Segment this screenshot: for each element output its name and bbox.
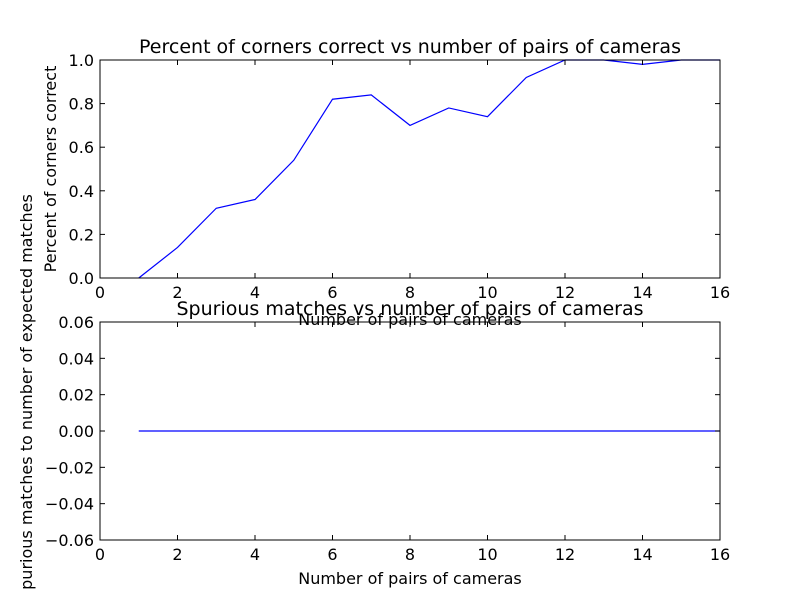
x-tick-label: 14 [632, 545, 652, 564]
x-axis-label: Number of pairs of cameras [298, 310, 522, 329]
y-tick-label: −0.02 [45, 458, 94, 477]
corners-correct-chart: 0 2 4 6 8 10 12 14 16 0.0 0.2 0.4 0.6 0.8 1.0 Percent … [41, 36, 730, 329]
spurious-matches-chart: 0 2 4 6 8 10 12 14 16−0.06−0.04−0.020.000.020.04… [17, 194, 730, 590]
y-tick-label: 0.8 [69, 95, 94, 114]
x-tick-label: 2 [172, 545, 182, 564]
x-tick-label: 10 [477, 283, 497, 302]
x-tick-label: 8 [405, 545, 415, 564]
y-tick-label: 0.4 [69, 182, 94, 201]
x-tick-label: 10 [477, 545, 497, 564]
x-tick-label: 6 [327, 545, 337, 564]
y-axis-label: Percent of corners correct [41, 66, 60, 273]
y-tick-label: −0.04 [45, 495, 94, 514]
y-tick-label: 1.0 [69, 51, 94, 70]
y-tick-label: 0.00 [58, 422, 94, 441]
y-tick-label: 0.06 [58, 313, 94, 332]
x-tick-label: 12 [555, 283, 575, 302]
chart-title: Percent of corners correct vs number of … [139, 36, 681, 58]
y-tick-label: 0.04 [58, 349, 94, 368]
y-tick-label: 0.2 [69, 225, 94, 244]
y-tick-label: 0.02 [58, 386, 94, 405]
x-tick-label: 4 [250, 283, 260, 302]
series-line [138, 59, 720, 279]
y-tick-label: −0.06 [45, 531, 94, 550]
x-tick-label: 16 [710, 283, 730, 302]
x-tick-label: 0 [95, 283, 105, 302]
x-tick-label: 8 [405, 283, 415, 302]
x-tick-label: 0 [95, 545, 105, 564]
x-tick-label: 6 [327, 283, 337, 302]
x-tick-label: 12 [555, 545, 575, 564]
x-tick-label: 16 [710, 545, 730, 564]
x-tick-label: 14 [632, 283, 652, 302]
x-tick-label: 4 [250, 545, 260, 564]
x-axis-label: Number of pairs of cameras [298, 569, 522, 588]
y-axis-label: purious matches to number of expected ma… [17, 194, 36, 590]
x-tick-label: 2 [172, 283, 182, 302]
y-tick-label: 0.0 [69, 269, 94, 288]
chart-title: Spurious matches vs number of pairs of c… [176, 298, 643, 320]
y-tick-label: 0.6 [69, 138, 94, 157]
